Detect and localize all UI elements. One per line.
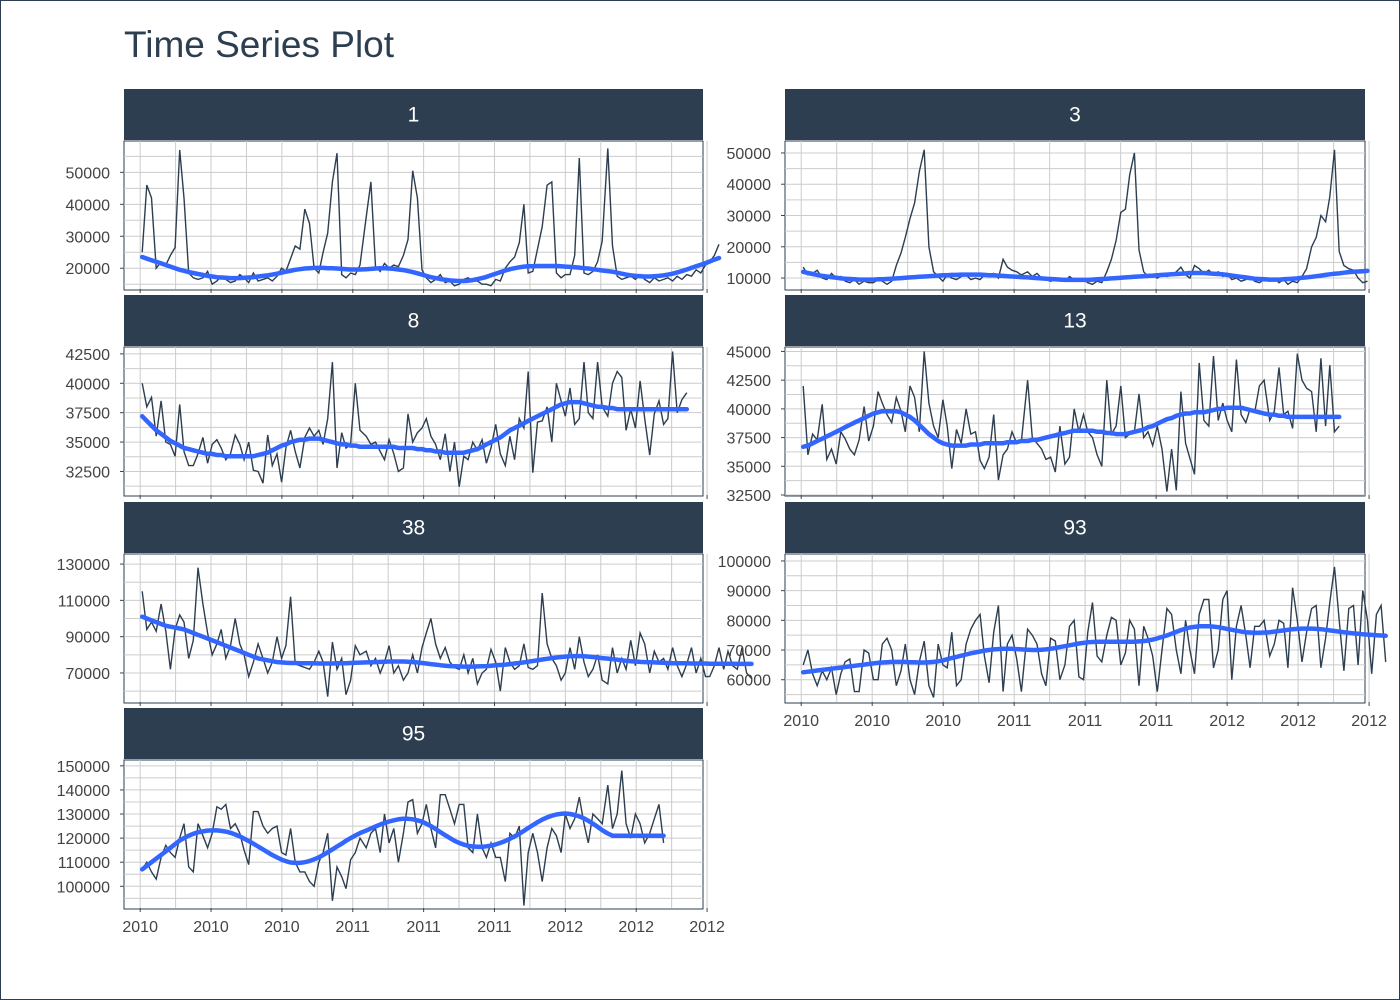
panel-95: 95 100000 110000 120000 130000 140000 150000 20… bbox=[57, 708, 725, 936]
y-tick-label: 20000 bbox=[66, 261, 111, 278]
x-tick-label: 2011 bbox=[406, 919, 441, 936]
x-tick-label: 2012 bbox=[1351, 713, 1387, 730]
y-tick-label: 130000 bbox=[57, 557, 110, 574]
series-raw-line bbox=[141, 770, 665, 906]
facet-strip bbox=[785, 89, 1365, 140]
panel-8: 8 32500 35000 37500 40000 42500 bbox=[66, 295, 708, 499]
y-tick-label: 110000 bbox=[58, 855, 110, 872]
x-tick-label: 2012 bbox=[618, 919, 654, 936]
y-tick-label: 40000 bbox=[727, 177, 772, 194]
x-tick-label: 2010 bbox=[854, 713, 890, 730]
facet-strip bbox=[124, 89, 703, 140]
y-tick-label: 32500 bbox=[66, 464, 111, 481]
y-tick-label: 140000 bbox=[57, 783, 110, 800]
x-tick-label: 2010 bbox=[925, 713, 961, 730]
facet-strip-label: 95 bbox=[402, 723, 425, 746]
facet-strip-label: 93 bbox=[1063, 517, 1086, 540]
y-tick-label: 80000 bbox=[727, 613, 772, 630]
y-tick-label: 37500 bbox=[727, 431, 772, 448]
x-tick-label: 2012 bbox=[689, 919, 725, 936]
facet-strip bbox=[124, 502, 703, 553]
x-tick-label: 2010 bbox=[783, 713, 819, 730]
facet-strip bbox=[124, 295, 703, 346]
series-smooth-line bbox=[139, 254, 722, 284]
x-tick-label: 2010 bbox=[193, 919, 229, 936]
facet-strip-label: 38 bbox=[402, 517, 425, 540]
panel-13: 13 32500 35000 37500 40000 42500 45000 bbox=[727, 295, 1370, 505]
panel-area bbox=[123, 553, 704, 704]
series-smooth-line bbox=[800, 268, 1370, 283]
x-tick-label: 2011 bbox=[477, 919, 512, 936]
panel-1: 1 20000 30000 40000 50000 bbox=[66, 89, 722, 293]
panel-3: 3 10000 20000 30000 40000 50000 bbox=[727, 89, 1370, 293]
facet-strip bbox=[124, 708, 703, 759]
y-tick-label: 30000 bbox=[66, 229, 111, 246]
x-tick-label: 2011 bbox=[997, 713, 1032, 730]
series-smooth-line bbox=[139, 399, 690, 459]
y-tick-label: 120000 bbox=[57, 831, 110, 848]
y-tick-label: 110000 bbox=[58, 593, 110, 610]
y-tick-label: 100000 bbox=[57, 879, 110, 896]
x-tick-label: 2011 bbox=[336, 919, 371, 936]
facet-strip-label: 1 bbox=[408, 104, 420, 127]
x-tick-label: 2010 bbox=[122, 919, 158, 936]
y-tick-label: 50000 bbox=[727, 146, 772, 163]
panel-area bbox=[784, 346, 1366, 497]
y-tick-label: 45000 bbox=[727, 344, 772, 361]
series-smooth-line bbox=[139, 811, 666, 872]
x-tick-label: 2011 bbox=[1139, 713, 1174, 730]
y-tick-label: 40000 bbox=[66, 376, 111, 393]
y-tick-label: 10000 bbox=[727, 271, 772, 288]
series-raw-line bbox=[141, 351, 688, 487]
x-tick-label: 2012 bbox=[1280, 713, 1316, 730]
panel-93: 93 60000 70000 80000 90000 100000 2010 2010 2010… bbox=[718, 502, 1388, 730]
y-tick-label: 42500 bbox=[66, 347, 111, 364]
y-tick-label: 130000 bbox=[57, 807, 110, 824]
y-tick-label: 50000 bbox=[66, 165, 111, 182]
y-tick-label: 20000 bbox=[727, 240, 772, 257]
series-raw-line bbox=[802, 566, 1387, 698]
y-tick-label: 90000 bbox=[727, 584, 772, 601]
panel-38: 38 70000 90000 110000 130000 bbox=[57, 502, 754, 706]
y-tick-label: 70000 bbox=[66, 666, 111, 683]
y-tick-label: 35000 bbox=[727, 459, 772, 476]
facet-strip-label: 3 bbox=[1069, 104, 1081, 127]
x-tick-label: 2012 bbox=[548, 919, 584, 936]
y-tick-label: 37500 bbox=[66, 406, 111, 423]
y-tick-label: 90000 bbox=[66, 630, 111, 647]
y-tick-label: 40000 bbox=[66, 197, 111, 214]
y-tick-label: 42500 bbox=[727, 373, 772, 390]
y-tick-label: 100000 bbox=[718, 554, 771, 571]
x-tick-label: 2011 bbox=[1068, 713, 1103, 730]
x-tick-label: 2012 bbox=[1209, 713, 1245, 730]
y-tick-label: 35000 bbox=[66, 435, 111, 452]
y-tick-label: 30000 bbox=[727, 209, 772, 226]
y-tick-label: 70000 bbox=[727, 643, 772, 660]
facet-strip-label: 8 bbox=[408, 310, 420, 333]
series-smooth-line bbox=[800, 405, 1342, 450]
facet-strip bbox=[785, 295, 1365, 346]
series-smooth-line bbox=[800, 624, 1388, 675]
facet-strip-label: 13 bbox=[1063, 310, 1086, 333]
y-tick-label: 40000 bbox=[727, 402, 772, 419]
y-tick-label: 32500 bbox=[727, 488, 772, 505]
x-tick-label: 2010 bbox=[264, 919, 300, 936]
page-title: Time Series Plot bbox=[124, 24, 395, 65]
y-tick-label: 60000 bbox=[727, 673, 772, 690]
series-smooth-line bbox=[139, 614, 754, 669]
facet-strip bbox=[785, 502, 1365, 553]
y-tick-label: 150000 bbox=[57, 759, 110, 776]
